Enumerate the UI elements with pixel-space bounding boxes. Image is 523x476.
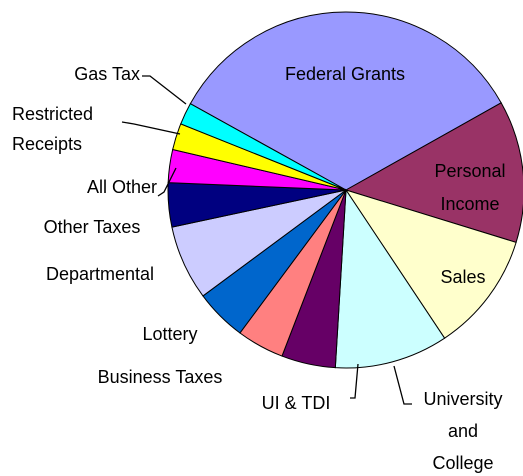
slice-label: Departmental [46,264,154,284]
label-line: Income [440,194,499,214]
leader-line [350,363,359,399]
slice-label: UI & TDI [262,393,331,413]
slice-label: Other Taxes [44,217,141,237]
leader-line [157,167,177,197]
slice-label: All Other [87,177,157,197]
label-line: College [432,453,493,473]
leader-line [393,365,412,405]
pie-slice [180,103,347,191]
label-line: University [423,389,502,409]
slice-label: Gas Tax [74,64,140,84]
leader-lines [121,75,412,405]
slice-label: Personal Income [434,161,505,214]
pie-slice [189,11,502,191]
slice-label: Lottery [142,324,197,344]
slice-label: University and College [423,389,502,473]
labels: Federal Grants Personal Income Sales Univers… [12,64,506,473]
leader-line [121,121,181,135]
slice-label: Restricted Receipts [12,104,93,154]
slice-label: Business Taxes [98,367,223,387]
pie [167,11,523,369]
label-line: Receipts [12,134,82,154]
pie-slice [334,188,446,369]
leader-line [142,75,187,105]
label-line: Personal [434,161,505,181]
slice-label: Federal Grants [285,64,405,84]
slice-label: Sales [440,267,485,287]
pie-slice [344,189,517,339]
label-line: and [448,421,478,441]
label-line: Restricted [12,104,93,124]
